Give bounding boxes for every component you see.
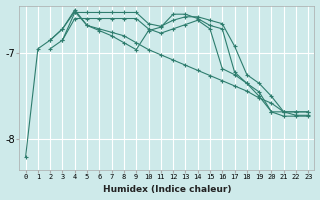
X-axis label: Humidex (Indice chaleur): Humidex (Indice chaleur): [103, 185, 231, 194]
